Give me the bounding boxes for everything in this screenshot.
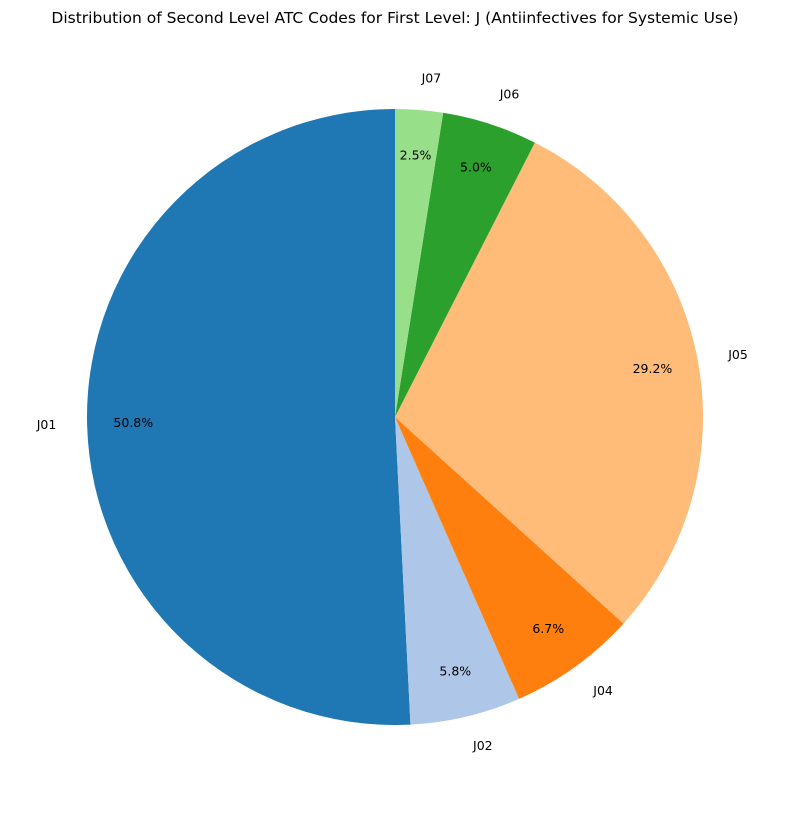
pie-slice-j04 bbox=[395, 417, 624, 699]
pie-slice-j02 bbox=[395, 417, 520, 725]
pie-slice-j01 bbox=[86, 109, 411, 726]
slice-label-j04: J04 bbox=[592, 683, 613, 698]
chart-title: Distribution of Second Level ATC Codes f… bbox=[51, 9, 738, 27]
slice-percent-j07: 2.5% bbox=[400, 148, 432, 163]
slice-label-j01: J01 bbox=[36, 417, 57, 432]
slice-percent-j05: 29.2% bbox=[633, 361, 673, 376]
pie-slices bbox=[86, 109, 704, 726]
slice-percent-j02: 5.8% bbox=[439, 663, 471, 678]
pie-slice-j07 bbox=[395, 109, 444, 417]
slice-label-j06: J06 bbox=[499, 86, 520, 101]
slice-label-j05: J05 bbox=[727, 347, 748, 362]
pie-slice-j05 bbox=[395, 142, 704, 624]
pie-slice-j06 bbox=[395, 112, 535, 417]
slice-percent-j06: 5.0% bbox=[460, 160, 492, 175]
slice-label-j02: J02 bbox=[472, 738, 493, 753]
slice-percent-j01: 50.8% bbox=[113, 415, 153, 430]
pie-labels: J01 50.8% J02 5.8% J04 6.7% J05 29.2% J06 5.0% J07… bbox=[36, 71, 748, 753]
slice-label-j07: J07 bbox=[421, 71, 442, 86]
slice-percent-j04: 6.7% bbox=[532, 621, 564, 636]
